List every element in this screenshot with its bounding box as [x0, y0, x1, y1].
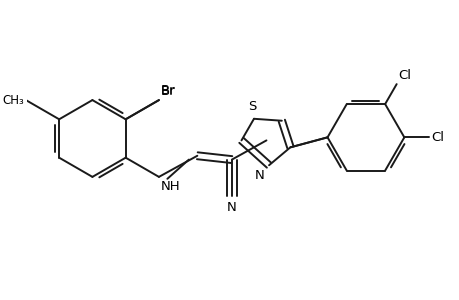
Text: N: N	[254, 169, 264, 182]
Text: S: S	[247, 100, 256, 113]
Text: Cl: Cl	[397, 69, 411, 82]
Text: Br: Br	[161, 85, 175, 98]
Text: Cl: Cl	[430, 131, 443, 144]
Text: CH₃: CH₃	[2, 94, 24, 106]
Text: N: N	[227, 201, 236, 214]
Text: Br: Br	[161, 84, 175, 98]
Text: NH: NH	[161, 180, 180, 193]
